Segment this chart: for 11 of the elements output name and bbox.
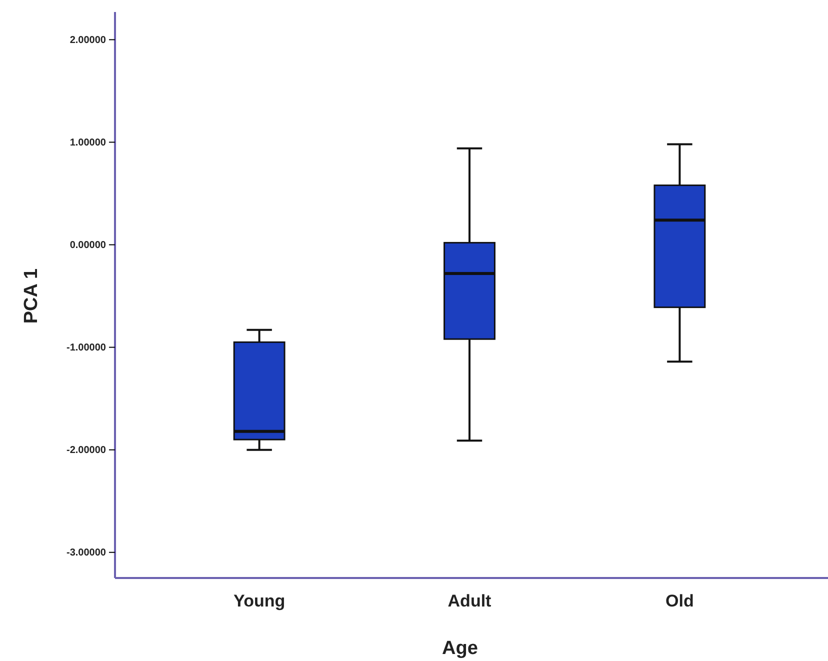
x-tick-label: Young bbox=[234, 592, 286, 610]
x-tick-label: Old bbox=[666, 592, 694, 610]
y-tick-label: -3.00000 bbox=[66, 548, 106, 559]
x-axis-title: Age bbox=[442, 638, 478, 659]
x-tick-label: Adult bbox=[448, 592, 492, 610]
y-tick-label: -2.00000 bbox=[66, 445, 106, 456]
y-tick-label: 0.00000 bbox=[70, 240, 106, 251]
y-tick-label: -1.00000 bbox=[66, 342, 106, 354]
y-tick-label: 1.00000 bbox=[70, 137, 106, 148]
y-axis-title: PCA 1 bbox=[21, 268, 42, 324]
y-tick-label: 2.00000 bbox=[70, 34, 106, 46]
